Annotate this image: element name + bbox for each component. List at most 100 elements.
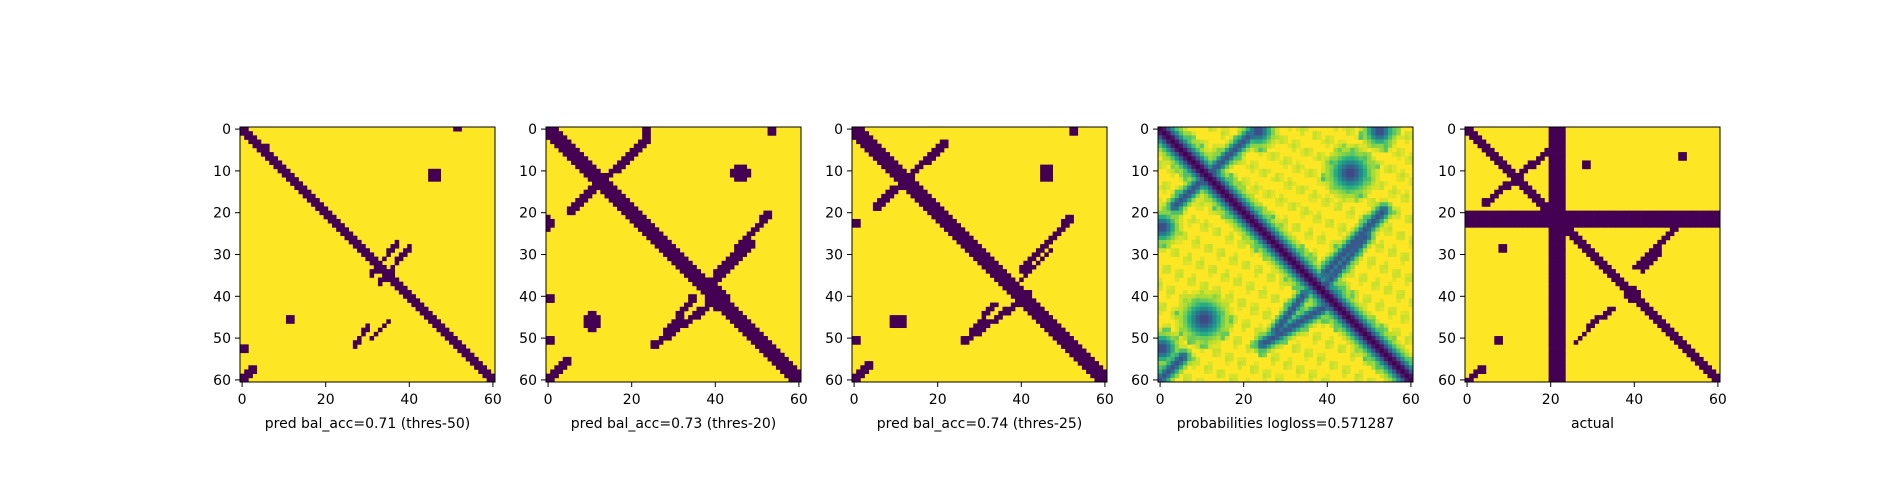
heatmap-cell: [248, 139, 253, 145]
heatmap-cell: [591, 181, 597, 186]
heatmap-cell: [1212, 323, 1217, 329]
heatmap-cell: [1561, 135, 1566, 140]
heatmap-cell: [1383, 365, 1389, 370]
y-tick-label: 20: [1438, 206, 1456, 222]
heatmap-cell: [780, 369, 785, 374]
heatmap-cell: [1249, 310, 1255, 316]
heatmap-cell: [1628, 285, 1633, 291]
heatmap-cell: [357, 248, 362, 253]
heatmap-cell: [1270, 352, 1276, 358]
heatmap-cell: [1254, 248, 1259, 253]
heatmap-cell: [864, 139, 870, 145]
heatmap-cell: [1396, 331, 1401, 337]
heatmap-cell: [1249, 198, 1255, 203]
heatmap-cell: [415, 306, 421, 312]
heatmap-cell: [1183, 147, 1188, 153]
heatmap-cell: [1383, 198, 1389, 203]
heatmap-cell: [1312, 310, 1318, 316]
heatmap-cell: [1270, 177, 1276, 182]
heatmap-cell: [1632, 298, 1637, 303]
heatmap-cell: [1329, 298, 1334, 303]
heatmap-cell: [692, 273, 697, 278]
heatmap-cell: [1392, 356, 1397, 362]
heatmap-cell: [1254, 369, 1259, 374]
heatmap-cell: [1387, 348, 1393, 354]
heatmap-cell: [1258, 340, 1263, 345]
heatmap-cell: [1333, 185, 1339, 191]
heatmap-cell: [1304, 206, 1309, 211]
y-tick-label: 60: [1131, 373, 1149, 389]
heatmap-cell: [1375, 327, 1380, 333]
heatmap-cell: [1304, 185, 1309, 191]
heatmap-cell: [969, 244, 974, 249]
heatmap-cell: [1594, 210, 1600, 216]
heatmap-cell: [650, 340, 656, 345]
heatmap-cell: [1602, 310, 1608, 316]
heatmap-cell: [591, 310, 597, 316]
heatmap-cell: [1379, 244, 1385, 249]
heatmap-cell: [1586, 244, 1591, 249]
heatmap-cell: [1262, 231, 1268, 237]
heatmap-cell: [1174, 252, 1180, 257]
heatmap-cell: [906, 172, 911, 178]
heatmap-cell: [1362, 348, 1368, 354]
heatmap-cell: [1174, 147, 1180, 153]
heatmap-cell: [1548, 135, 1554, 140]
heatmap-cell: [1086, 365, 1091, 370]
heatmap-cell: [1178, 323, 1184, 329]
heatmap-cell: [998, 315, 1003, 320]
heatmap-cell: [1191, 319, 1196, 324]
heatmap-cell: [1291, 281, 1297, 287]
heatmap-cell: [373, 264, 379, 270]
heatmap-cell: [1371, 131, 1376, 136]
heatmap-cell: [1362, 156, 1368, 161]
heatmap-cell: [960, 336, 966, 341]
heatmap-cell: [1362, 273, 1368, 278]
heatmap-cell: [1354, 189, 1360, 195]
heatmap-cell: [1325, 185, 1330, 191]
heatmap-cell: [1166, 365, 1171, 370]
heatmap-cell: [1312, 290, 1318, 295]
heatmap-cell: [1304, 352, 1309, 358]
heatmap-cell: [1308, 323, 1314, 329]
heatmap-cell: [1069, 340, 1074, 345]
heatmap-cell: [856, 139, 861, 145]
heatmap-cell: [897, 315, 903, 320]
heatmap-cell: [1249, 206, 1255, 211]
heatmap-cell: [1279, 248, 1284, 253]
heatmap-cell: [1404, 281, 1410, 287]
heatmap-cell: [1178, 344, 1184, 349]
heatmap-cell: [923, 160, 928, 165]
heatmap-cell: [1040, 172, 1045, 178]
heatmap-cell: [1158, 336, 1163, 341]
y-tick-label: 10: [213, 164, 231, 180]
heatmap-cell: [872, 143, 878, 149]
heatmap-cell: [1387, 377, 1393, 383]
heatmap-cell: [1220, 193, 1226, 199]
heatmap-cell: [629, 214, 635, 220]
heatmap-cell: [1304, 310, 1309, 316]
heatmap-cell: [1249, 281, 1255, 287]
heatmap-cell: [931, 210, 936, 216]
heatmap-cell: [1375, 281, 1380, 287]
heatmap-cell: [1291, 277, 1297, 283]
heatmap-cell: [1379, 227, 1385, 232]
heatmap-cell: [1387, 352, 1393, 358]
heatmap-cell: [1170, 340, 1176, 345]
heatmap-cell: [1367, 143, 1372, 149]
heatmap-cell: [1212, 310, 1217, 316]
heatmap-cell: [1166, 294, 1171, 299]
heatmap-cell: [1229, 218, 1234, 224]
heatmap-cell: [1044, 172, 1049, 178]
heatmap-cell: [394, 285, 400, 291]
heatmap-cell: [1283, 331, 1288, 337]
heatmap-cell: [1090, 356, 1095, 362]
heatmap-cell: [771, 348, 777, 354]
heatmap-cell: [1556, 319, 1562, 324]
heatmap-cell: [780, 361, 785, 366]
heatmap-cell: [1158, 223, 1163, 228]
heatmap-cell: [1212, 227, 1217, 232]
heatmap-cell: [1375, 147, 1380, 153]
heatmap-cell: [1367, 340, 1372, 345]
heatmap-cell: [1682, 156, 1687, 161]
